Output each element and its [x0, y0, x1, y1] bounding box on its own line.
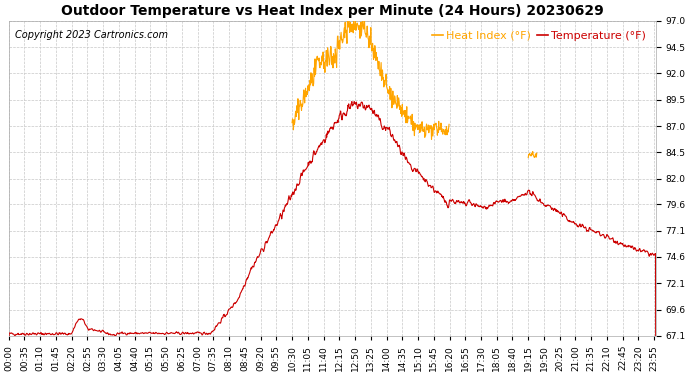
Legend: Heat Index (°F), Temperature (°F): Heat Index (°F), Temperature (°F) — [427, 26, 651, 45]
Title: Outdoor Temperature vs Heat Index per Minute (24 Hours) 20230629: Outdoor Temperature vs Heat Index per Mi… — [61, 4, 604, 18]
Text: Copyright 2023 Cartronics.com: Copyright 2023 Cartronics.com — [15, 30, 168, 40]
